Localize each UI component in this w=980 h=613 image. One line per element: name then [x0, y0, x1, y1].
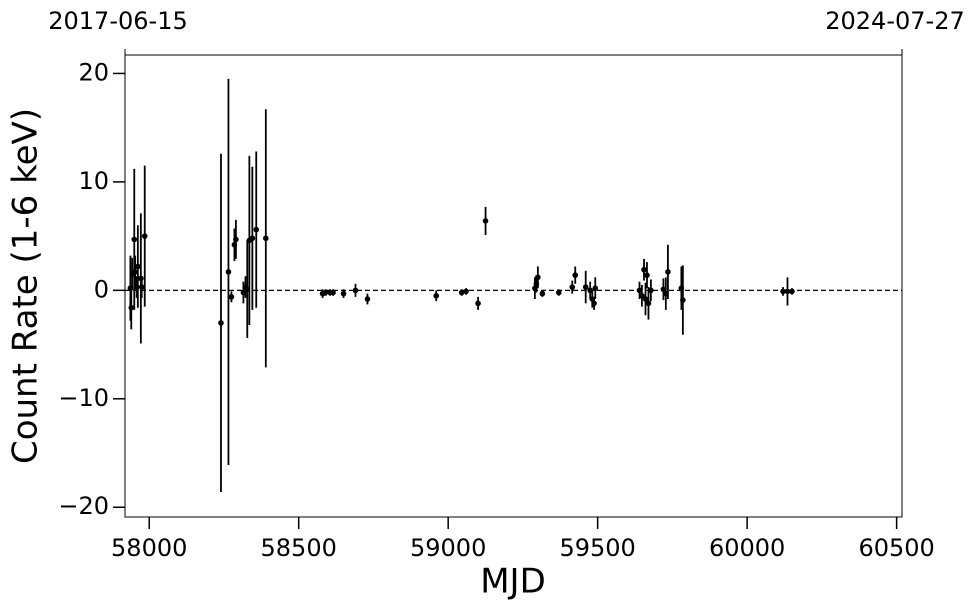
data-point — [572, 272, 579, 278]
data-point — [639, 292, 645, 299]
data-point — [132, 269, 138, 275]
data-point — [228, 294, 235, 300]
data-point — [680, 297, 686, 303]
data-point — [225, 269, 232, 275]
data-point — [233, 236, 239, 243]
data-point — [582, 284, 589, 290]
data-point — [364, 296, 371, 302]
data-point — [128, 304, 135, 311]
data-point — [218, 320, 224, 326]
data-point — [263, 235, 269, 242]
data-point — [569, 284, 576, 290]
data-point — [645, 300, 652, 307]
data-point — [648, 287, 654, 294]
data-point — [535, 274, 541, 281]
y-tick-label: −20 — [58, 492, 109, 520]
data-point — [433, 292, 440, 299]
y-tick-label: 20 — [78, 58, 109, 86]
data-point — [330, 289, 336, 296]
data-point — [641, 266, 647, 273]
data-point — [555, 289, 562, 296]
data-point — [463, 288, 469, 295]
data-point — [138, 284, 145, 290]
data-point — [665, 269, 671, 275]
data-point — [135, 263, 141, 270]
data-point — [340, 290, 347, 297]
x2-tick-label: 2017-06-15 — [48, 7, 187, 35]
data-point — [131, 236, 138, 243]
y-tick-label: −10 — [58, 384, 109, 412]
data-point — [642, 296, 649, 302]
data-point — [141, 233, 148, 239]
data-point — [660, 286, 667, 293]
data-point — [249, 235, 256, 242]
plot-frame — [124, 54, 903, 518]
x2-tick-label: 2024-07-27 — [825, 7, 964, 35]
data-point — [789, 288, 795, 295]
data-point — [592, 285, 599, 291]
y-tick-label: 0 — [94, 275, 109, 303]
data-point — [539, 290, 546, 297]
y-tick-label: 10 — [78, 167, 109, 195]
x-tick-label: 58500 — [261, 534, 337, 562]
data-point — [322, 289, 329, 296]
x-tick-label: 59500 — [559, 534, 635, 562]
x-tick-label: 59000 — [410, 534, 486, 562]
data-point — [784, 288, 791, 295]
x-axis-label: MJD — [480, 562, 546, 602]
data-point — [591, 300, 597, 307]
data-point — [458, 289, 465, 296]
data-point — [644, 272, 650, 278]
data-point — [482, 218, 489, 224]
data-point — [352, 287, 359, 294]
data-point — [636, 287, 643, 294]
x-tick-label: 60500 — [858, 534, 934, 562]
x-tick-label: 58000 — [111, 534, 187, 562]
y-axis-label: Count Rate (1-6 keV) — [6, 108, 46, 464]
data-point — [780, 288, 786, 295]
data-point — [475, 300, 481, 307]
data-point — [253, 226, 260, 233]
x-tick-label: 60000 — [709, 534, 785, 562]
